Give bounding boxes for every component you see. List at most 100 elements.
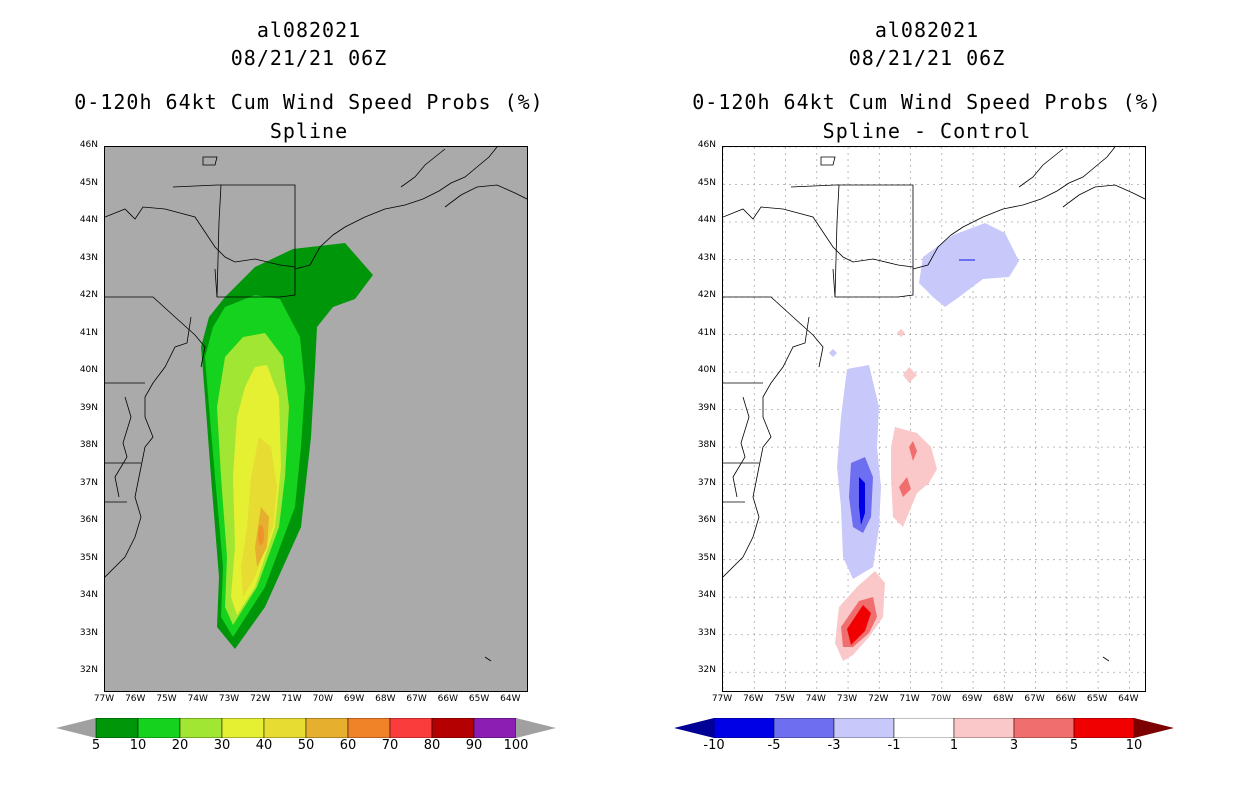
lon-label: 67W	[1024, 694, 1045, 704]
lat-label: 36N	[697, 515, 716, 526]
lon-label: 71W	[899, 694, 920, 704]
positive-small-3	[903, 367, 917, 383]
lat-label: 46N	[79, 140, 98, 150]
colorbar-swatch	[305, 718, 349, 738]
lon-label: 66W	[1055, 694, 1077, 704]
lat-label: 39N	[79, 402, 98, 413]
colorbar-label: -10	[703, 738, 725, 753]
colorbar	[56, 718, 556, 738]
positive-small-2	[899, 477, 911, 497]
colorbar-label: 90	[465, 738, 483, 753]
lon-label: 70W	[312, 694, 333, 704]
lat-label: 37N	[79, 477, 98, 488]
storm-id-title: al082021	[256, 18, 362, 42]
product-title: 0-120h 64kt Cum Wind Speed Probs (%)	[692, 90, 1162, 114]
lon-label: 77W	[93, 694, 115, 704]
lon-label: 65W	[468, 694, 490, 704]
colorbar-swatch	[221, 718, 265, 738]
colorbar-swatch	[473, 718, 517, 738]
negative-small-2	[829, 349, 837, 357]
lat-label: 35N	[697, 552, 716, 563]
lon-label: 71W	[281, 694, 302, 704]
lon-label: 66W	[437, 694, 459, 704]
lon-label: 73W	[836, 694, 858, 704]
colorbar-label: 5	[1069, 738, 1079, 753]
colorbar-swatch	[347, 718, 391, 738]
probability-map	[104, 146, 528, 692]
colorbar-label: 80	[423, 738, 441, 753]
colorbar-swatch	[263, 718, 307, 738]
coastlines	[723, 147, 1145, 662]
positive-small-4	[897, 329, 905, 337]
lat-label: 42N	[79, 290, 98, 301]
lon-label: 69W	[343, 694, 365, 704]
grid-lines	[723, 147, 1145, 691]
lat-label: 32N	[697, 665, 716, 676]
colorbar-swatch	[1073, 718, 1135, 738]
lat-label: 45N	[697, 177, 716, 188]
lat-label: 45N	[79, 177, 98, 188]
lon-label: 73W	[218, 694, 240, 704]
lon-label: 76W	[743, 694, 764, 704]
lat-label: 44N	[697, 215, 716, 226]
colorbar-label: 10	[129, 738, 147, 753]
lat-label: 46N	[697, 140, 716, 150]
lon-label: 72W	[250, 694, 271, 704]
lon-label: 75W	[156, 694, 177, 704]
subtitle: Spline	[269, 119, 349, 143]
colorbar-swatch	[893, 718, 955, 738]
colorbar-label: -1	[887, 738, 901, 753]
lon-label: 77W	[711, 694, 733, 704]
negative-area-north	[919, 223, 1019, 307]
lat-label: 41N	[697, 327, 716, 338]
lon-label: 74W	[805, 694, 826, 704]
datetime-title: 08/21/21 06Z	[230, 46, 388, 70]
colorbar-label: 1	[949, 738, 959, 753]
colorbar-swatch	[773, 718, 835, 738]
lon-label: 67W	[406, 694, 427, 704]
lat-label: 36N	[79, 515, 98, 526]
colorbar-label: 100	[503, 738, 529, 753]
colorbar-label: 5	[91, 738, 101, 753]
lat-label: 33N	[697, 627, 716, 638]
contour-60	[258, 525, 264, 545]
positive-strong-south	[847, 605, 871, 645]
lat-label: 38N	[697, 440, 716, 451]
colorbar-swatch	[431, 718, 475, 738]
colorbar-label: 50	[297, 738, 315, 753]
colorbar-label: -5	[767, 738, 781, 753]
colorbar-label: 70	[381, 738, 399, 753]
colorbar-swatch	[713, 718, 775, 738]
colorbar-swatch	[179, 718, 223, 738]
lat-label: 42N	[697, 290, 716, 301]
left-panel: al082021 08/21/21 06Z 0-120h 64kt Cum Wi…	[56, 18, 556, 753]
lat-label: 37N	[697, 477, 716, 488]
lat-label: 32N	[79, 665, 98, 676]
lat-label: 33N	[79, 627, 98, 638]
lat-label: 44N	[79, 215, 98, 226]
colorbar-label: 3	[1009, 738, 1019, 753]
colorbar-swatch	[95, 718, 139, 738]
lon-label: 72W	[868, 694, 889, 704]
contour-40	[241, 437, 277, 597]
colorbar-over-arrow	[516, 718, 556, 738]
colorbar-swatch	[389, 718, 433, 738]
colorbar-under-arrow	[674, 718, 714, 738]
coastlines	[105, 147, 527, 662]
lat-label: 35N	[79, 552, 98, 563]
product-title: 0-120h 64kt Cum Wind Speed Probs (%)	[74, 90, 544, 114]
negative-small	[959, 259, 975, 261]
colorbar-swatch	[833, 718, 895, 738]
lat-label: 43N	[79, 252, 98, 263]
colorbar-label: 20	[171, 738, 189, 753]
lat-label: 43N	[697, 252, 716, 263]
lon-label: 64W	[1118, 694, 1139, 704]
colorbar-label: 30	[213, 738, 231, 753]
positive-small-1	[909, 441, 917, 461]
colorbar-swatch	[1013, 718, 1075, 738]
colorbar-label: 60	[339, 738, 357, 753]
colorbar-under-arrow	[56, 718, 96, 738]
lon-label: 75W	[774, 694, 795, 704]
lon-label: 76W	[125, 694, 146, 704]
right-panel: al082021 08/21/21 06Z 0-120h 64kt Cum Wi…	[618, 0, 1236, 800]
